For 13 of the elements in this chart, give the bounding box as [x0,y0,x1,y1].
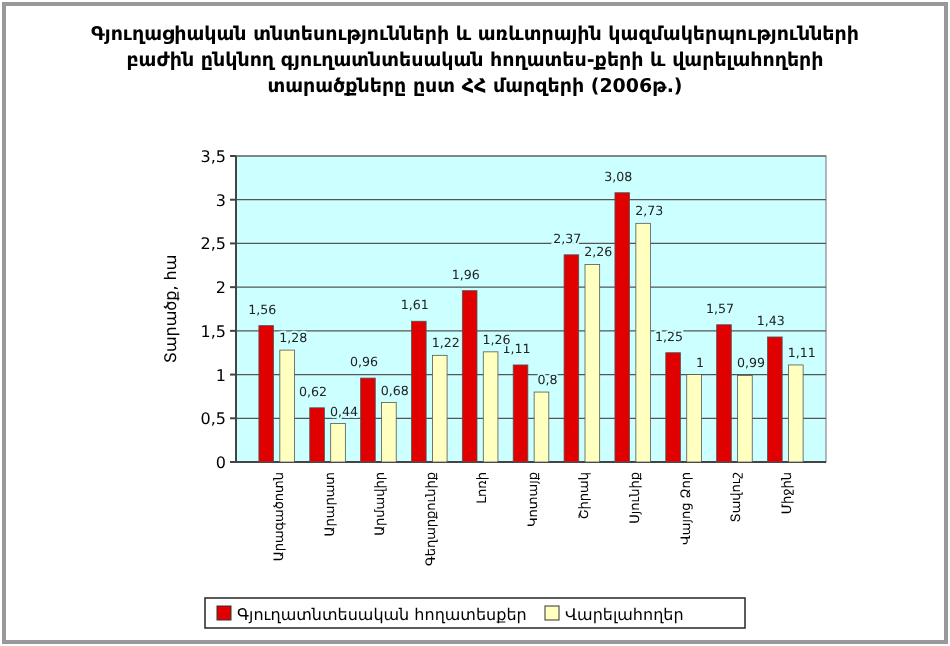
y-axis-title: Տարածք, հա [162,254,180,364]
y-tick-label: 1 [215,366,226,385]
y-tick-label: 1,5 [200,322,226,341]
y-tick-label: 2 [215,279,226,298]
chart-title: Գյուղացիական տնտեսությունների և առևտրային կազմակերպությունների բաժին ընկնող գյուղատնտեսական հողատես-քերի և վարելահողերի տարածքները ըստ ՀՀ մարզերի (2006թ.) [90,24,860,98]
y-tick-label: 0,5 [200,410,226,429]
legend-label: Գյուղատնտեսական հողատեսքեր [237,606,527,624]
y-tick-label: 3 [215,191,226,210]
bar [330,423,346,463]
y-tick-label: 0 [215,454,226,472]
legend-label: Վարելահողեր [565,606,684,624]
y-tick-label: 3,5 [200,148,226,166]
y-tick-label: 2,5 [200,235,226,254]
